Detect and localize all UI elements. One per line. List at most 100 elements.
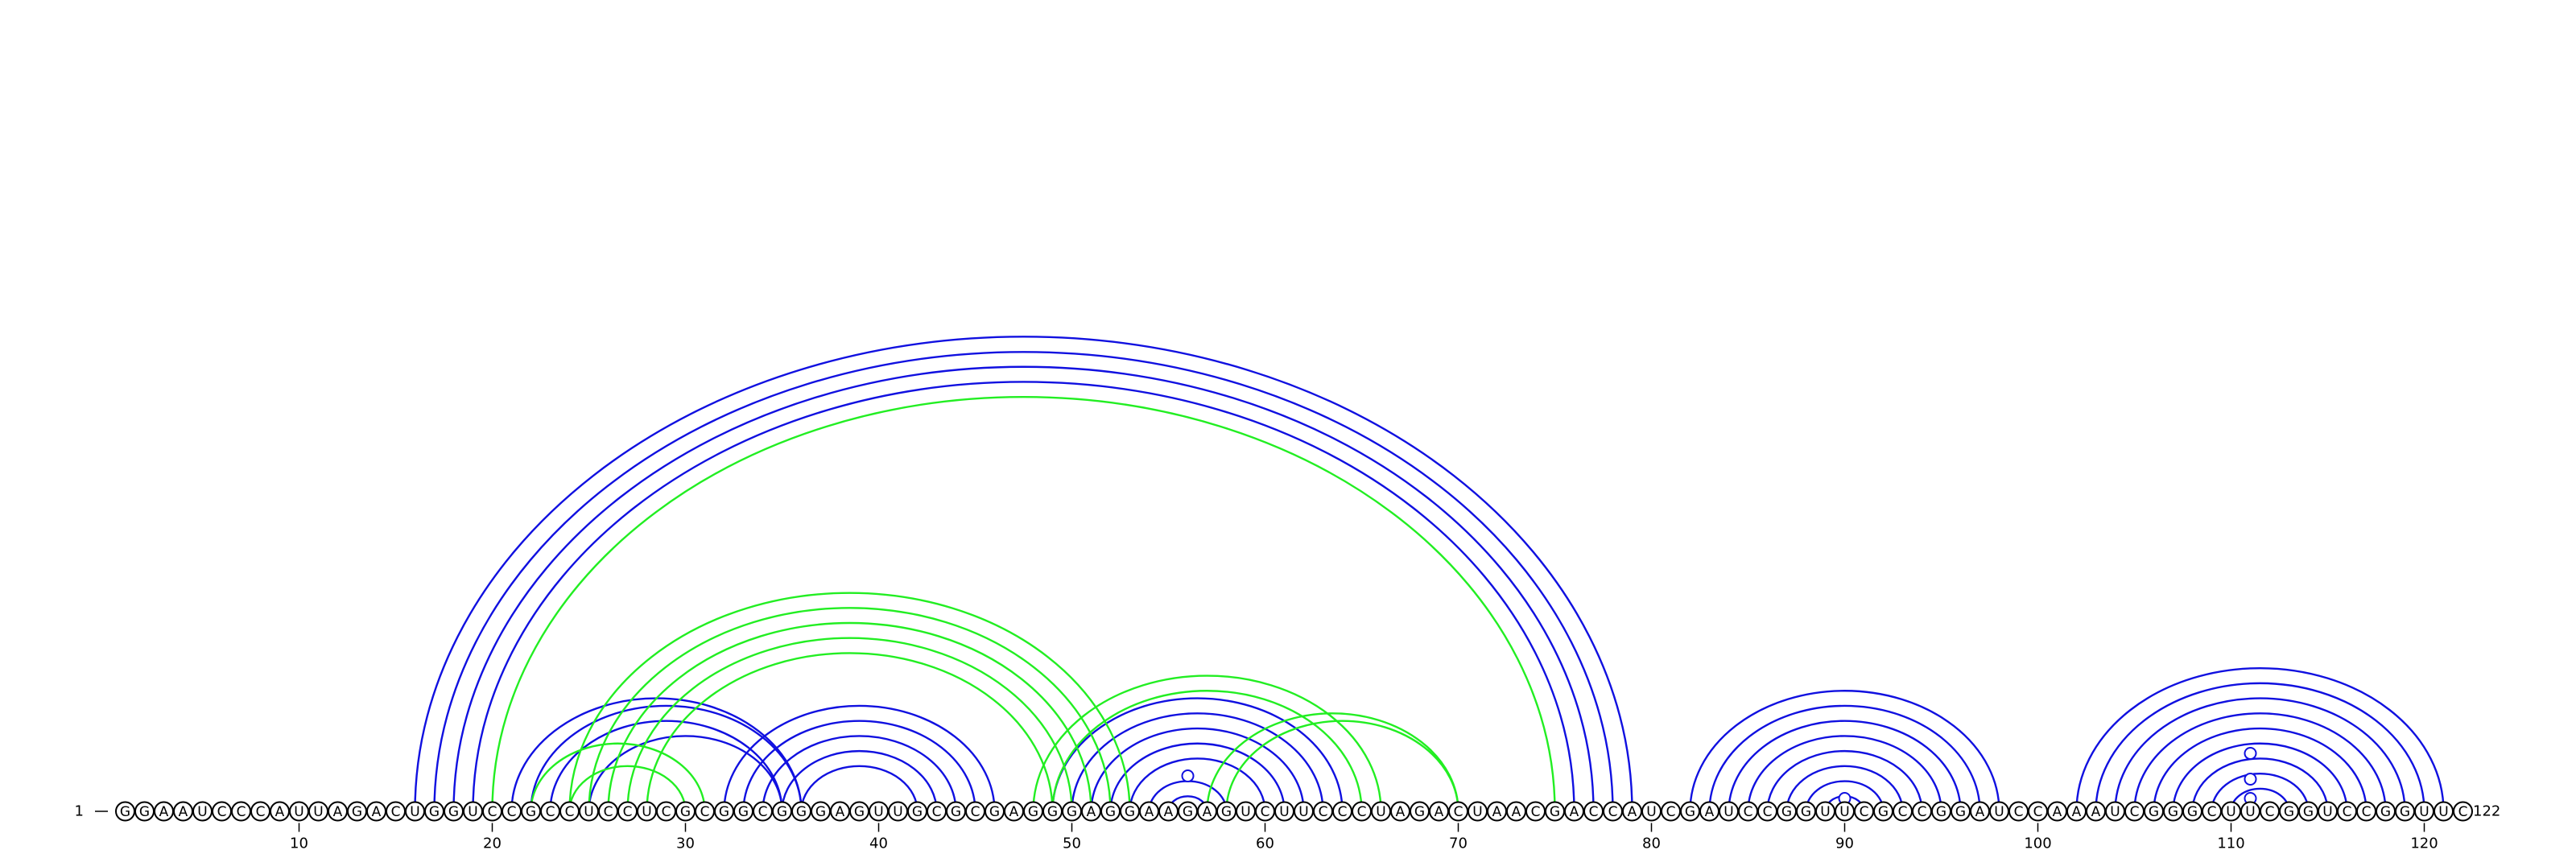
nucleotide: C bbox=[927, 801, 947, 822]
nucleotide: C bbox=[502, 801, 522, 822]
nucleotide-letter: C bbox=[256, 804, 266, 820]
nucleotide: C bbox=[559, 801, 580, 822]
nucleotide: A bbox=[1564, 801, 1584, 822]
nucleotide-letter: U bbox=[1298, 804, 1308, 820]
nucleotide-letter: C bbox=[2014, 804, 2024, 820]
nucleotide: A bbox=[1429, 801, 1449, 822]
nucleotide: A bbox=[1622, 801, 1642, 822]
position-tick-label: 10 bbox=[290, 835, 308, 852]
nucleotide: G bbox=[675, 801, 696, 822]
position-tick-label: 30 bbox=[676, 835, 695, 852]
nucleotide-letter: C bbox=[391, 804, 401, 820]
nucleotide: G bbox=[2182, 801, 2202, 822]
nucleotide: A bbox=[1699, 801, 1719, 822]
blue-base-pair-arc bbox=[1728, 720, 1962, 812]
position-tick-label: 100 bbox=[2024, 835, 2051, 852]
nucleotide: C bbox=[1583, 801, 1604, 822]
nucleotide-letter: A bbox=[1705, 804, 1715, 820]
green-base-pair-arc bbox=[1206, 712, 1459, 812]
nucleotide: G bbox=[1216, 801, 1236, 822]
nucleotide-letter: U bbox=[1241, 804, 1250, 820]
nucleotide: C bbox=[1757, 801, 1777, 822]
nucleotide-letter: A bbox=[1975, 804, 1985, 820]
nucleotide: G bbox=[521, 801, 541, 822]
nucleotide: A bbox=[173, 801, 193, 822]
nucleotide-letter: C bbox=[237, 804, 246, 820]
nucleotide: C bbox=[965, 801, 985, 822]
nucleotide: C bbox=[2008, 801, 2029, 822]
nucleotide-letter: G bbox=[2380, 804, 2391, 820]
nucleotide-letter: G bbox=[526, 804, 536, 820]
nucleotide: G bbox=[424, 801, 444, 822]
green-base-pair-arc bbox=[607, 621, 1092, 812]
nucleotide-letter: C bbox=[1898, 804, 1908, 820]
nucleotide-letter: G bbox=[2303, 804, 2314, 820]
nucleotide: G bbox=[733, 801, 753, 822]
nucleotide: G bbox=[2279, 801, 2299, 822]
nucleotide: G bbox=[134, 801, 155, 822]
nucleotide: A bbox=[366, 801, 386, 822]
nucleotide-letter: G bbox=[2168, 804, 2178, 820]
nucleotide-letter: C bbox=[1763, 804, 1773, 820]
nucleotide-letter: C bbox=[1589, 804, 1599, 820]
nucleotide-letter: G bbox=[815, 804, 826, 820]
blue-base-pair-arc bbox=[2075, 667, 2445, 812]
blue-base-pair-arc bbox=[800, 765, 919, 812]
nucleotide-letter: C bbox=[217, 804, 227, 820]
nucleotide-letter: A bbox=[1087, 804, 1096, 820]
nucleotide-letter: C bbox=[662, 804, 671, 820]
green-base-pair-arc bbox=[646, 652, 1054, 812]
nucleotide-letter: C bbox=[2207, 804, 2217, 820]
nucleotide: U bbox=[2434, 801, 2454, 822]
blue-base-pair-arc bbox=[1051, 697, 1344, 812]
nucleotide-letter: C bbox=[1608, 804, 1618, 820]
nucleotide: G bbox=[985, 801, 1005, 822]
nucleotide: G bbox=[2376, 801, 2396, 822]
position-tick-label: 20 bbox=[483, 835, 502, 852]
blue-base-pair-arc bbox=[1708, 704, 1981, 812]
nucleotide-circle bbox=[2453, 801, 2473, 822]
nucleotide: G bbox=[907, 801, 927, 822]
nucleotide-letter: C bbox=[507, 804, 517, 820]
nucleotide-letter: G bbox=[777, 804, 787, 820]
nucleotide-letter: C bbox=[488, 804, 497, 820]
base-pair-arcs bbox=[414, 336, 2445, 812]
nucleotide-letter: G bbox=[1028, 804, 1038, 820]
nucleotide: A bbox=[1139, 801, 1159, 822]
nucleotide-letter: U bbox=[1820, 804, 1830, 820]
blue-base-pair-arc bbox=[1129, 757, 1266, 812]
nucleotide-letter: U bbox=[1839, 804, 1849, 820]
nucleotide-letter: U bbox=[1994, 804, 2004, 820]
blue-base-pair-arc bbox=[1109, 742, 1286, 812]
position-tick-label: 120 bbox=[2410, 835, 2438, 852]
green-base-pair-arc bbox=[491, 396, 1556, 812]
sequence-start-label: 1 bbox=[75, 803, 84, 820]
nucleotide-letter: G bbox=[429, 804, 440, 820]
nucleotide: C bbox=[250, 801, 270, 822]
nucleotide-letter: C bbox=[2033, 804, 2043, 820]
nucleotide-letter: C bbox=[971, 804, 980, 820]
blue-base-pair-arc bbox=[1785, 765, 1904, 812]
nucleotide: U bbox=[1641, 801, 1662, 822]
nucleotide: G bbox=[1023, 801, 1043, 822]
nucleotide: U bbox=[1468, 801, 1488, 822]
nucleotide-letter: C bbox=[546, 804, 555, 820]
nucleotide: G bbox=[1931, 801, 1951, 822]
nucleotide-letter: A bbox=[159, 804, 169, 820]
nucleotide: A bbox=[1081, 801, 1101, 822]
nucleotide: C bbox=[2028, 801, 2048, 822]
nucleotide: U bbox=[1835, 801, 1855, 822]
nucleotide-letter: U bbox=[873, 804, 883, 820]
nucleotide-letter: C bbox=[1357, 804, 1367, 820]
nucleotide-letter: C bbox=[1319, 804, 1328, 820]
nucleotide-letter: C bbox=[1454, 804, 1463, 820]
nucleotide-letter: A bbox=[1628, 804, 1637, 820]
blue-base-pair-arc bbox=[781, 749, 938, 812]
loop-marker bbox=[2244, 747, 2257, 760]
green-base-pair-arc bbox=[1032, 674, 1382, 812]
nucleotide-letter: G bbox=[1550, 804, 1560, 820]
nucleotide: G bbox=[1680, 801, 1700, 822]
nucleotide-letter: U bbox=[410, 804, 419, 820]
nucleotide-letter: A bbox=[275, 804, 285, 820]
nucleotide: G bbox=[849, 801, 869, 822]
